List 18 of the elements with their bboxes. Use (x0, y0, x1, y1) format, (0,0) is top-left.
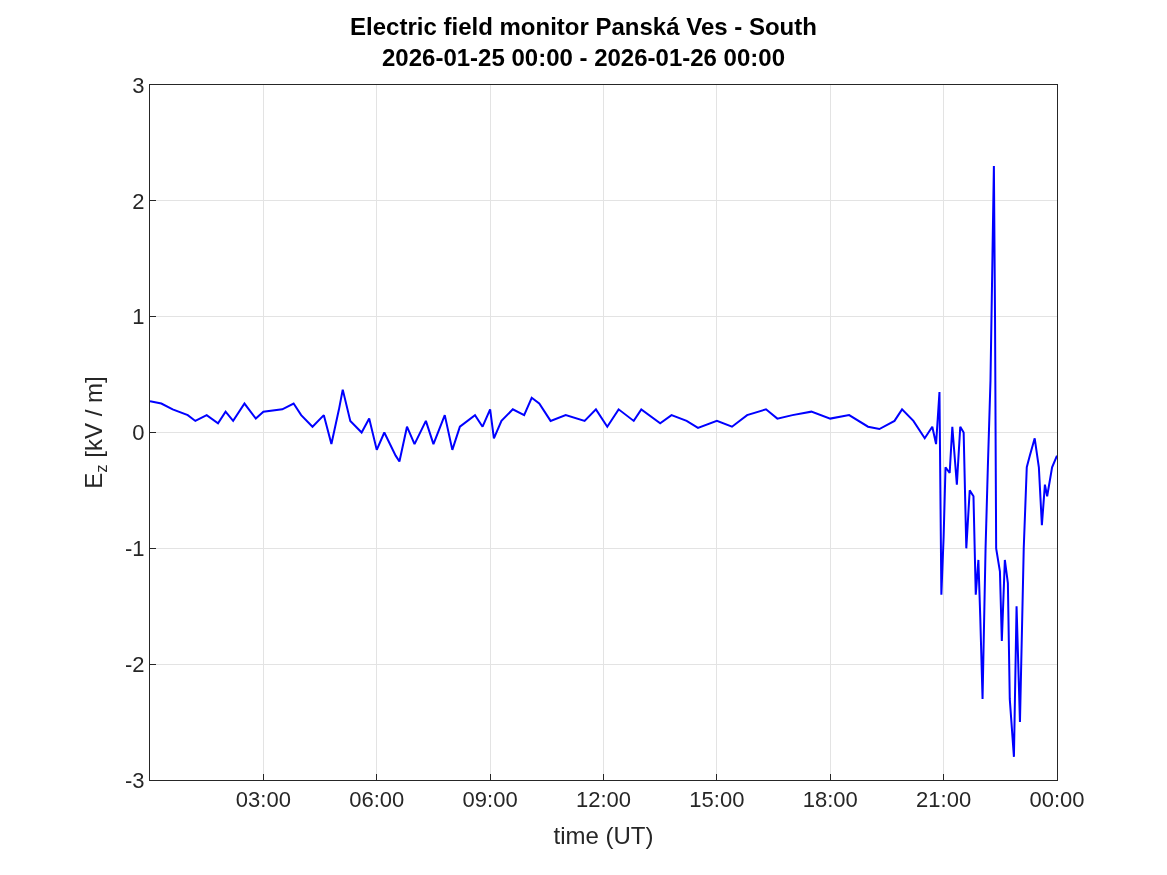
y-tick-label: -2 (125, 651, 145, 677)
x-tick-label: 06:00 (349, 787, 405, 813)
y-tick-label: 0 (132, 420, 145, 446)
line-series (150, 165, 1057, 758)
y-tick-label: 2 (132, 188, 145, 214)
y-tick-label: 1 (132, 304, 145, 330)
x-tick-label: 09:00 (462, 787, 518, 813)
y-tick-label: 3 (132, 72, 145, 98)
chart-title: Electric field monitor Panská Ves - South 2026-01-25 00:00 - 2026-01-26 00:00 (350, 13, 817, 72)
y-tick-label: -3 (125, 767, 145, 793)
x-tick-label: 03:00 (235, 787, 291, 813)
x-tick-label: 18:00 (802, 787, 858, 813)
x-axis-title: time (UT) (553, 821, 654, 849)
x-tick-label: 12:00 (575, 787, 632, 813)
x-tick-label: 00:00 (1029, 787, 1085, 813)
y-tick-label: -1 (125, 536, 145, 562)
x-tick-label: 21:00 (916, 787, 972, 813)
x-tick-label: 15:00 (689, 787, 745, 813)
